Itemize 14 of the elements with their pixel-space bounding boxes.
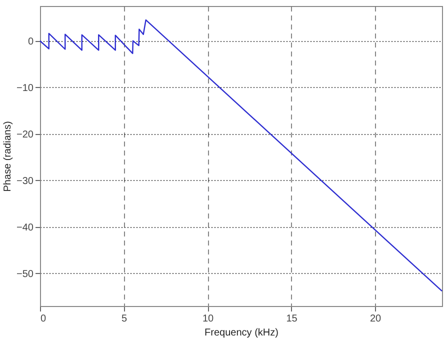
x-tick-label: 5	[121, 314, 128, 324]
x-tick-label: 20	[370, 314, 382, 324]
y-tick-label: −20	[16, 129, 34, 140]
y-tick-label: −50	[16, 268, 34, 280]
x-tick-label: 15	[286, 314, 298, 324]
y-axis-title: Phase (radians)	[2, 121, 14, 192]
x-axis-title: Frequency (kHz)	[204, 328, 278, 338]
y-tick-label: −10	[16, 82, 34, 94]
line-series	[39, 19, 443, 292]
x-tick-label: 0	[40, 314, 46, 324]
y-tick-label: 0	[28, 36, 34, 48]
y-tick-label: −40	[16, 222, 34, 234]
y-tick-label: −30	[16, 176, 34, 187]
x-tick-label: 10	[202, 314, 214, 324]
